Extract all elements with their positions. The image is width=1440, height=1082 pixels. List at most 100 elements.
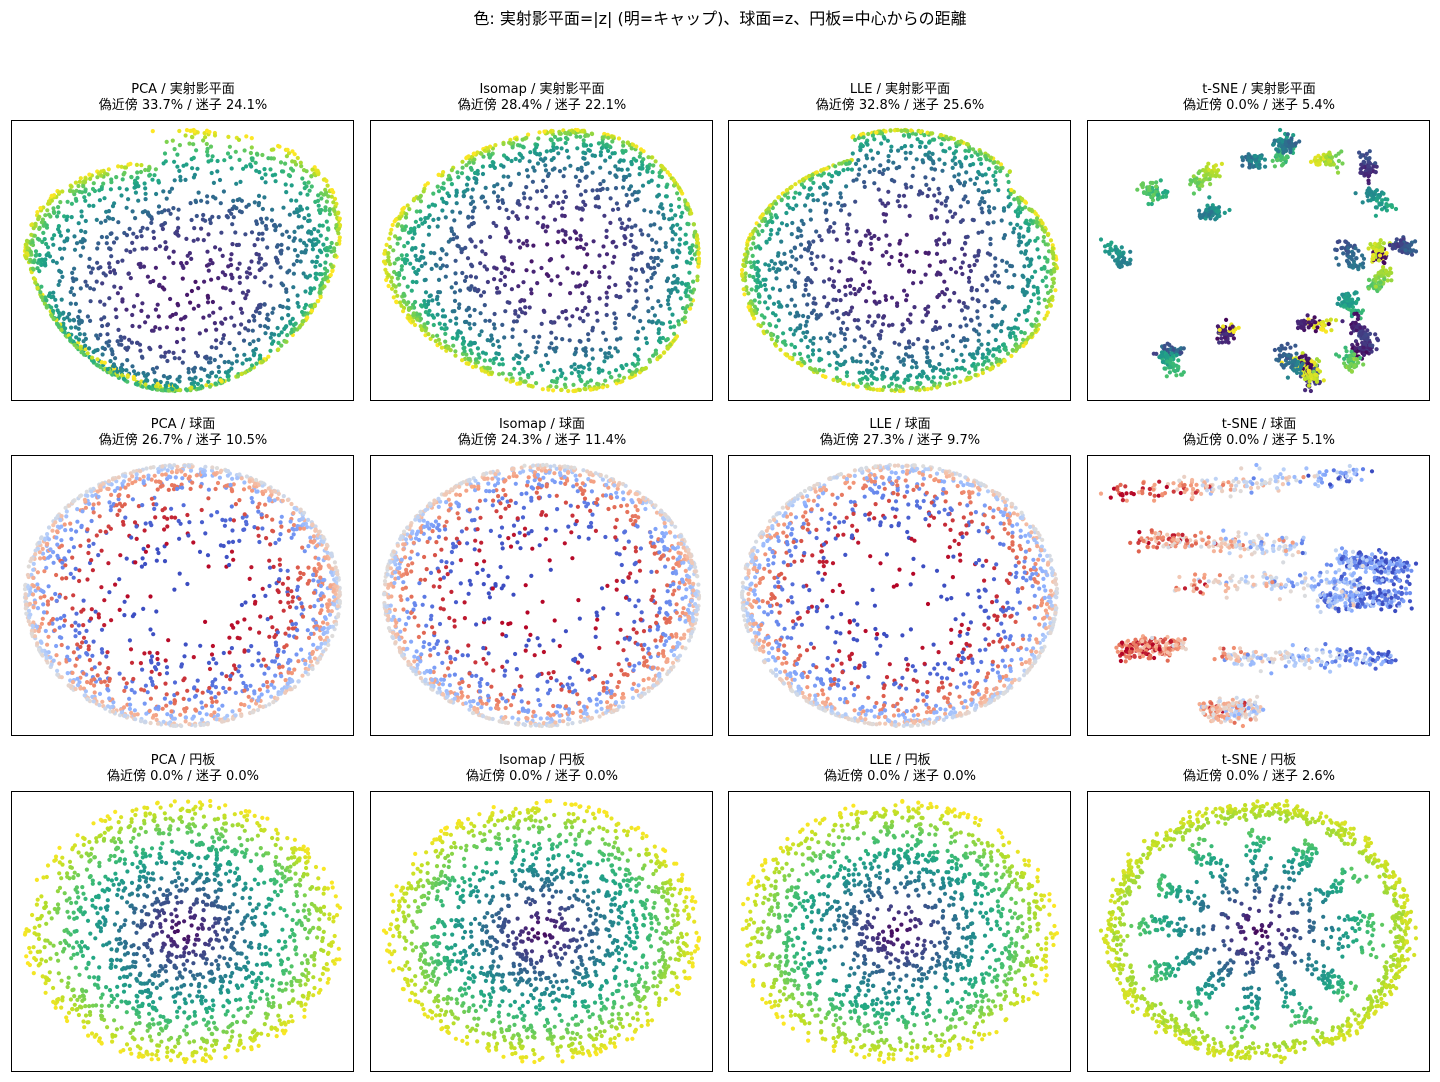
scatter-point [834, 170, 839, 175]
scatter-point [135, 293, 140, 298]
scatter-point [129, 175, 134, 180]
scatter-point [119, 164, 124, 169]
scatter-point [1380, 248, 1385, 253]
scatter-point [501, 153, 507, 158]
scatter-point [401, 275, 407, 281]
scatter-point [404, 212, 409, 217]
scatter-point [284, 229, 289, 234]
scatter-point [291, 271, 296, 276]
scatter-point [920, 158, 925, 163]
scatter-point [37, 214, 42, 219]
scatter-point [801, 313, 806, 319]
scatter-point [779, 239, 784, 244]
scatter-point [544, 184, 549, 190]
scatter-point [938, 133, 943, 138]
scatter-point [787, 355, 792, 360]
scatter-point [1044, 304, 1049, 309]
scatter-point [877, 336, 883, 341]
scatter-point [65, 315, 70, 320]
scatter-point [560, 206, 565, 211]
scatter-point [54, 304, 59, 309]
scatter-point [980, 196, 985, 201]
scatter-point [480, 171, 486, 177]
scatter-point [39, 259, 44, 264]
scatter-point [927, 150, 932, 155]
scatter-point [588, 378, 594, 383]
scatter-point [532, 168, 537, 173]
scatter-point [131, 231, 136, 236]
scatter-point [914, 365, 919, 370]
scatter-point [69, 286, 75, 291]
scatter-point [847, 256, 852, 261]
scatter-point [670, 312, 675, 317]
scatter-point [940, 341, 945, 346]
scatter-point [683, 282, 688, 287]
scatter-point [867, 261, 872, 266]
scatter-point [621, 140, 626, 145]
scatter-point [580, 128, 585, 133]
scatter-point [161, 189, 166, 194]
scatter-point [89, 270, 94, 275]
scatter-point [838, 191, 843, 196]
scatter-point [119, 342, 124, 347]
scatter-point [50, 236, 55, 241]
scatter-point [65, 228, 71, 233]
scatter-point [825, 185, 830, 191]
scatter-point [578, 233, 583, 238]
scatter-point [59, 297, 64, 302]
scatter-point [770, 220, 775, 225]
scatter-point [858, 144, 863, 149]
scatter-point [254, 219, 259, 224]
scatter-point [807, 242, 813, 247]
scatter-point [389, 227, 394, 232]
scatter-point [766, 206, 771, 211]
scatter-point [937, 325, 942, 330]
scatter-point [270, 207, 275, 212]
scatter-point [784, 266, 789, 271]
scatter-point [586, 332, 591, 337]
scatter-point [68, 301, 73, 306]
scatter-point [174, 339, 180, 345]
scatter-point [319, 207, 324, 213]
scatter-point [603, 158, 608, 163]
scatter-point [1346, 307, 1351, 312]
scatter-point [670, 248, 675, 253]
scatter-point [474, 177, 479, 183]
scatter-point [531, 165, 536, 170]
scatter-point [510, 378, 515, 383]
scatter-point [275, 257, 280, 262]
scatter-point [436, 216, 441, 221]
scatter-point [139, 234, 144, 239]
scatter-point [586, 362, 591, 367]
scatter-point [68, 289, 73, 295]
scatter-point [433, 262, 438, 267]
scatter-point [306, 180, 311, 185]
scatter-point [1020, 206, 1025, 212]
scatter-point [986, 204, 992, 209]
scatter-point [806, 315, 811, 320]
scatter-point [763, 277, 768, 282]
scatter-point [889, 295, 895, 300]
scatter-point [548, 203, 553, 208]
scatter-point [646, 155, 651, 160]
scatter-point [1004, 260, 1009, 265]
scatter-point [221, 336, 226, 341]
scatter-point [775, 335, 780, 340]
scatter-point [145, 226, 150, 231]
scatter-point [318, 263, 323, 268]
scatter-point [1002, 358, 1007, 363]
scatter-point [845, 167, 850, 172]
scatter-point [114, 175, 119, 180]
scatter-point [49, 295, 54, 300]
scatter-point [69, 184, 74, 189]
scatter-point [744, 260, 749, 265]
scatter-point [71, 318, 77, 323]
scatter-point [156, 314, 161, 319]
scatter-point [821, 368, 826, 373]
scatter-point [1036, 296, 1041, 301]
scatter-point [580, 370, 585, 375]
scatter-point [216, 215, 221, 220]
scatter-point [850, 257, 856, 262]
scatter-point [805, 330, 810, 335]
scatter-point [860, 376, 865, 381]
